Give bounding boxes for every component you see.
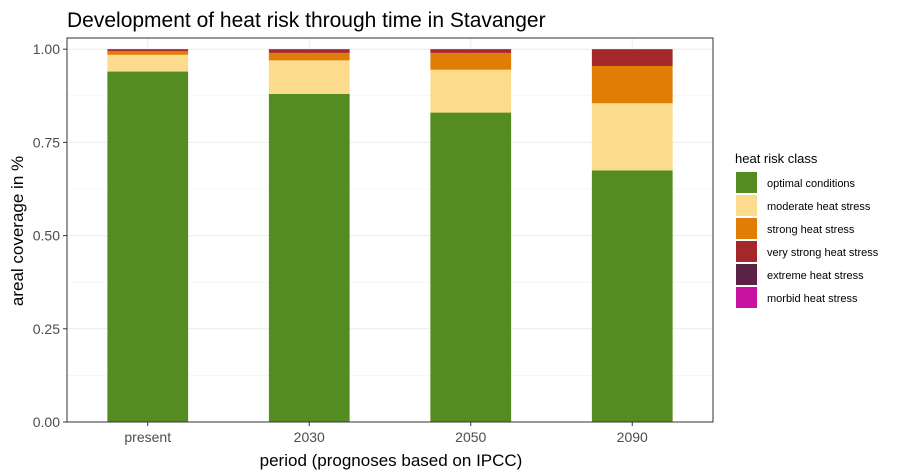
- bar-segment: [591, 103, 673, 171]
- bar-segment: [268, 52, 350, 61]
- x-tick-label: 2030: [294, 429, 325, 445]
- bar-segment: [268, 49, 350, 53]
- x-tick-label: 2090: [617, 429, 648, 445]
- panel-border: [66, 37, 714, 423]
- bar-segment: [107, 51, 189, 55]
- bar-segment: [430, 112, 512, 422]
- x-tick-label: present: [124, 429, 171, 445]
- chart-title: Development of heat risk through time in…: [67, 9, 546, 32]
- legend-swatch: [736, 241, 757, 262]
- bar-segment: [268, 93, 350, 422]
- bar-segment: [107, 49, 189, 52]
- y-axis: 0.00 0.25 0.50 0.75 1.00: [33, 41, 67, 430]
- legend-swatch: [736, 172, 757, 193]
- bar-segment: [591, 65, 673, 104]
- bar-segment: [591, 170, 673, 422]
- bar-segment: [268, 60, 350, 94]
- y-tick-label: 1.00: [33, 41, 60, 57]
- bar-segment: [107, 71, 189, 422]
- y-tick-label: 0.00: [33, 414, 60, 430]
- y-tick-label: 0.75: [33, 134, 60, 150]
- legend-label: extreme heat stress: [767, 270, 864, 282]
- legend-swatch: [736, 287, 757, 308]
- y-tick-label: 0.25: [33, 321, 60, 337]
- bar-segment: [430, 49, 512, 53]
- legend-label: strong heat stress: [767, 224, 855, 236]
- bar-segment: [430, 52, 512, 70]
- y-axis-title: areal coverage in %: [8, 156, 27, 306]
- legend-label: optimal conditions: [767, 178, 856, 190]
- legend-swatch: [736, 195, 757, 216]
- legend-swatch: [736, 218, 757, 239]
- x-axis: present 2030 2050 2090: [124, 422, 648, 445]
- legend: heat risk class optimal conditions modera…: [735, 151, 879, 308]
- legend-label: morbid heat stress: [767, 293, 858, 305]
- legend-label: very strong heat stress: [767, 247, 879, 259]
- bar-segment: [107, 54, 189, 72]
- legend-label: moderate heat stress: [767, 201, 871, 213]
- x-tick-label: 2050: [455, 429, 486, 445]
- bar-segment: [591, 49, 673, 66]
- y-tick-label: 0.50: [33, 228, 60, 244]
- bar-segment: [430, 69, 512, 113]
- legend-title: heat risk class: [735, 151, 818, 166]
- legend-swatch: [736, 264, 757, 285]
- bars: [107, 49, 673, 422]
- x-axis-title: period (prognoses based on IPCC): [260, 451, 523, 470]
